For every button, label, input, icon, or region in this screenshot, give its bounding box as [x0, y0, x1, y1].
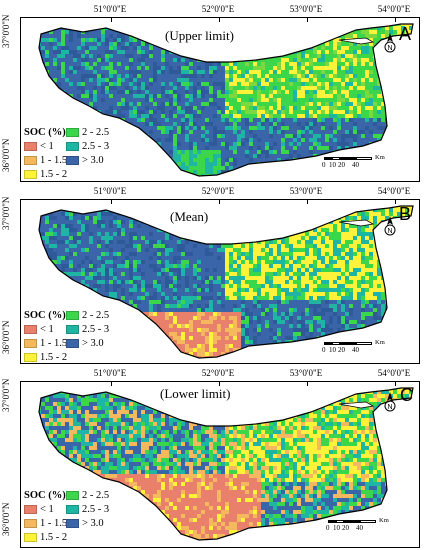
- north-arrow-icon: N: [383, 392, 397, 414]
- panel-letter: A: [399, 24, 412, 44]
- latitude-label-36: 36°0'0"N: [1, 320, 11, 354]
- latitude-label-37: 37°0'0"N: [1, 196, 11, 230]
- legend-item: 1 - 1.5: [24, 337, 67, 350]
- longitude-label-53: 53°0'0"E: [289, 368, 323, 378]
- longitude-label-51: 51°0'0"E: [93, 368, 127, 378]
- legend-item: < 1: [24, 323, 54, 336]
- legend-item: 2 - 2.5: [66, 309, 109, 322]
- soc-map-lower-limit: [38, 387, 414, 541]
- latitude-label-36: 36°0'0"N: [1, 502, 11, 536]
- longitude-label-52: 52°0'0"E: [201, 368, 235, 378]
- longitude-label-54: 54°0'0"E: [377, 368, 411, 378]
- panel-title: (Mean): [170, 209, 209, 224]
- longitude-label-54: 54°0'0"E: [377, 4, 411, 14]
- map-frame: [20, 199, 420, 364]
- panel-letter: B: [399, 204, 412, 224]
- province-outline: [38, 387, 414, 541]
- north-arrow-icon: N: [383, 33, 397, 55]
- legend-item: 2 - 2.5: [66, 489, 109, 502]
- province-outline: [38, 205, 414, 359]
- legend-item: 1.5 - 2: [24, 531, 67, 544]
- latitude-label-37: 37°0'0"N: [1, 14, 11, 48]
- latitude-label-37: 37°0'0"N: [1, 378, 11, 412]
- longitude-label-51: 51°0'0"E: [93, 186, 127, 196]
- panel-title: (Upper limit): [165, 28, 234, 43]
- map-panel-upper-limit: 51°0'0"E 52°0'0"E 53°0'0"E 54°0'0"E 37°0…: [0, 0, 428, 182]
- legend-item: 2.5 - 3: [66, 503, 109, 516]
- soc-map-mean: [38, 205, 414, 359]
- legend-item: 2 - 2.5: [66, 126, 109, 139]
- longitude-label-53: 53°0'0"E: [289, 186, 323, 196]
- latitude-label-36: 36°0'0"N: [1, 138, 11, 172]
- map-panel-mean: 51°0'0"E 52°0'0"E 53°0'0"E 54°0'0"E 37°0…: [0, 182, 428, 364]
- legend-item: < 1: [24, 140, 54, 153]
- legend-item: > 3.0: [66, 337, 104, 350]
- longitude-label-51: 51°0'0"E: [93, 4, 127, 14]
- legend-item: 2.5 - 3: [66, 140, 109, 153]
- legend-item: 1 - 1.5: [24, 517, 67, 530]
- legend-item: < 1: [24, 503, 54, 516]
- legend-item: > 3.0: [66, 517, 104, 530]
- legend-item: 2.5 - 3: [66, 323, 109, 336]
- legend-item: > 3.0: [66, 154, 104, 167]
- north-arrow-icon: N: [383, 216, 397, 238]
- longitude-label-53: 53°0'0"E: [289, 4, 323, 14]
- legend-title: SOC (%): [24, 127, 66, 138]
- legend-title: SOC (%): [24, 490, 66, 501]
- panel-letter: C: [400, 385, 413, 405]
- svg-text:N: N: [387, 45, 392, 52]
- legend-title: SOC (%): [24, 310, 66, 321]
- legend-item: 1.5 - 2: [24, 351, 67, 364]
- longitude-label-54: 54°0'0"E: [377, 186, 411, 196]
- longitude-label-52: 52°0'0"E: [201, 186, 235, 196]
- panel-title: (Lower limit): [160, 386, 231, 401]
- legend-item: 1.5 - 2: [24, 168, 67, 181]
- legend-item: 1 - 1.5: [24, 154, 67, 167]
- longitude-label-52: 52°0'0"E: [201, 4, 235, 14]
- province-outline: [38, 23, 414, 177]
- map-panel-lower-limit: 51°0'0"E 52°0'0"E 53°0'0"E 54°0'0"E 37°0…: [0, 364, 428, 550]
